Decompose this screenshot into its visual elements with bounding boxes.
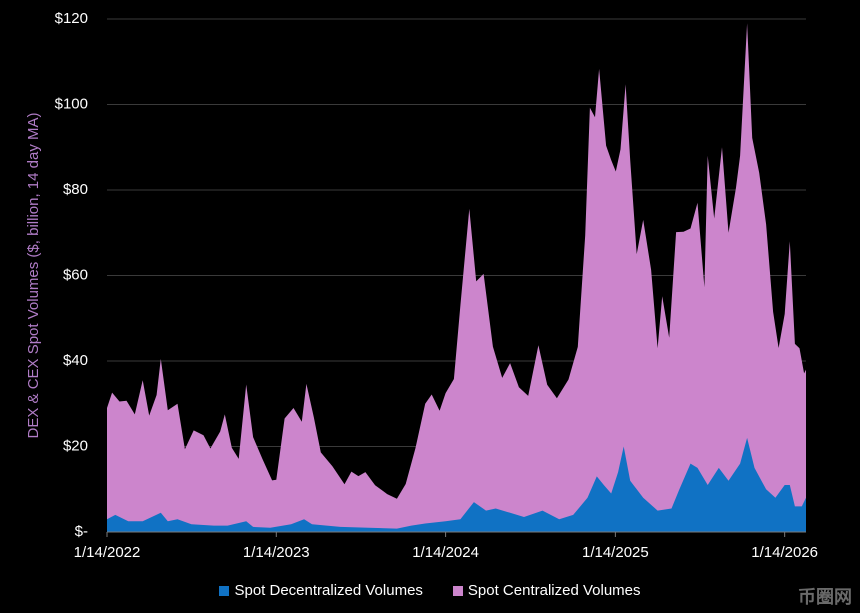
y-tick-label-40: $40 <box>63 352 88 369</box>
legend: Spot Decentralized Volumes Spot Centrali… <box>0 582 860 599</box>
watermark-logo: 币圈网 <box>798 587 852 607</box>
legend-item-cex: Spot Centralized Volumes <box>452 582 641 599</box>
series-area-dex <box>107 437 806 532</box>
legend-item-dex: Spot Decentralized Volumes <box>219 582 423 599</box>
legend-label-cex: Spot Centralized Volumes <box>467 582 641 599</box>
y-tick-label-80: $80 <box>63 181 88 198</box>
x-tick-label-0: 1/14/2022 <box>74 544 141 561</box>
y-tick-label-120: $120 <box>55 10 88 27</box>
y-tick-label-20: $20 <box>63 437 88 454</box>
y-tick-label-0: $- <box>75 523 88 540</box>
x-tick-label-3: 1/14/2025 <box>582 544 649 561</box>
x-tick-label-1: 1/14/2023 <box>243 544 310 561</box>
x-tick-label-4: 1/14/2026 <box>751 544 818 561</box>
y-tick-label-60: $60 <box>63 266 88 283</box>
chart-area: $- $20 $40 $60 $80 $100 $120 1/14/2022 1/14/2023… <box>25 10 818 561</box>
legend-swatch-cex <box>452 585 463 596</box>
y-tick-label-100: $100 <box>55 95 88 112</box>
legend-swatch-dex <box>219 585 230 596</box>
x-tick-label-2: 1/14/2024 <box>412 544 479 561</box>
legend-label-dex: Spot Decentralized Volumes <box>234 582 423 599</box>
y-axis-label: DEX & CEX Spot Volumes ($, billion, 14 d… <box>25 113 42 439</box>
series-area-cex <box>107 23 806 533</box>
